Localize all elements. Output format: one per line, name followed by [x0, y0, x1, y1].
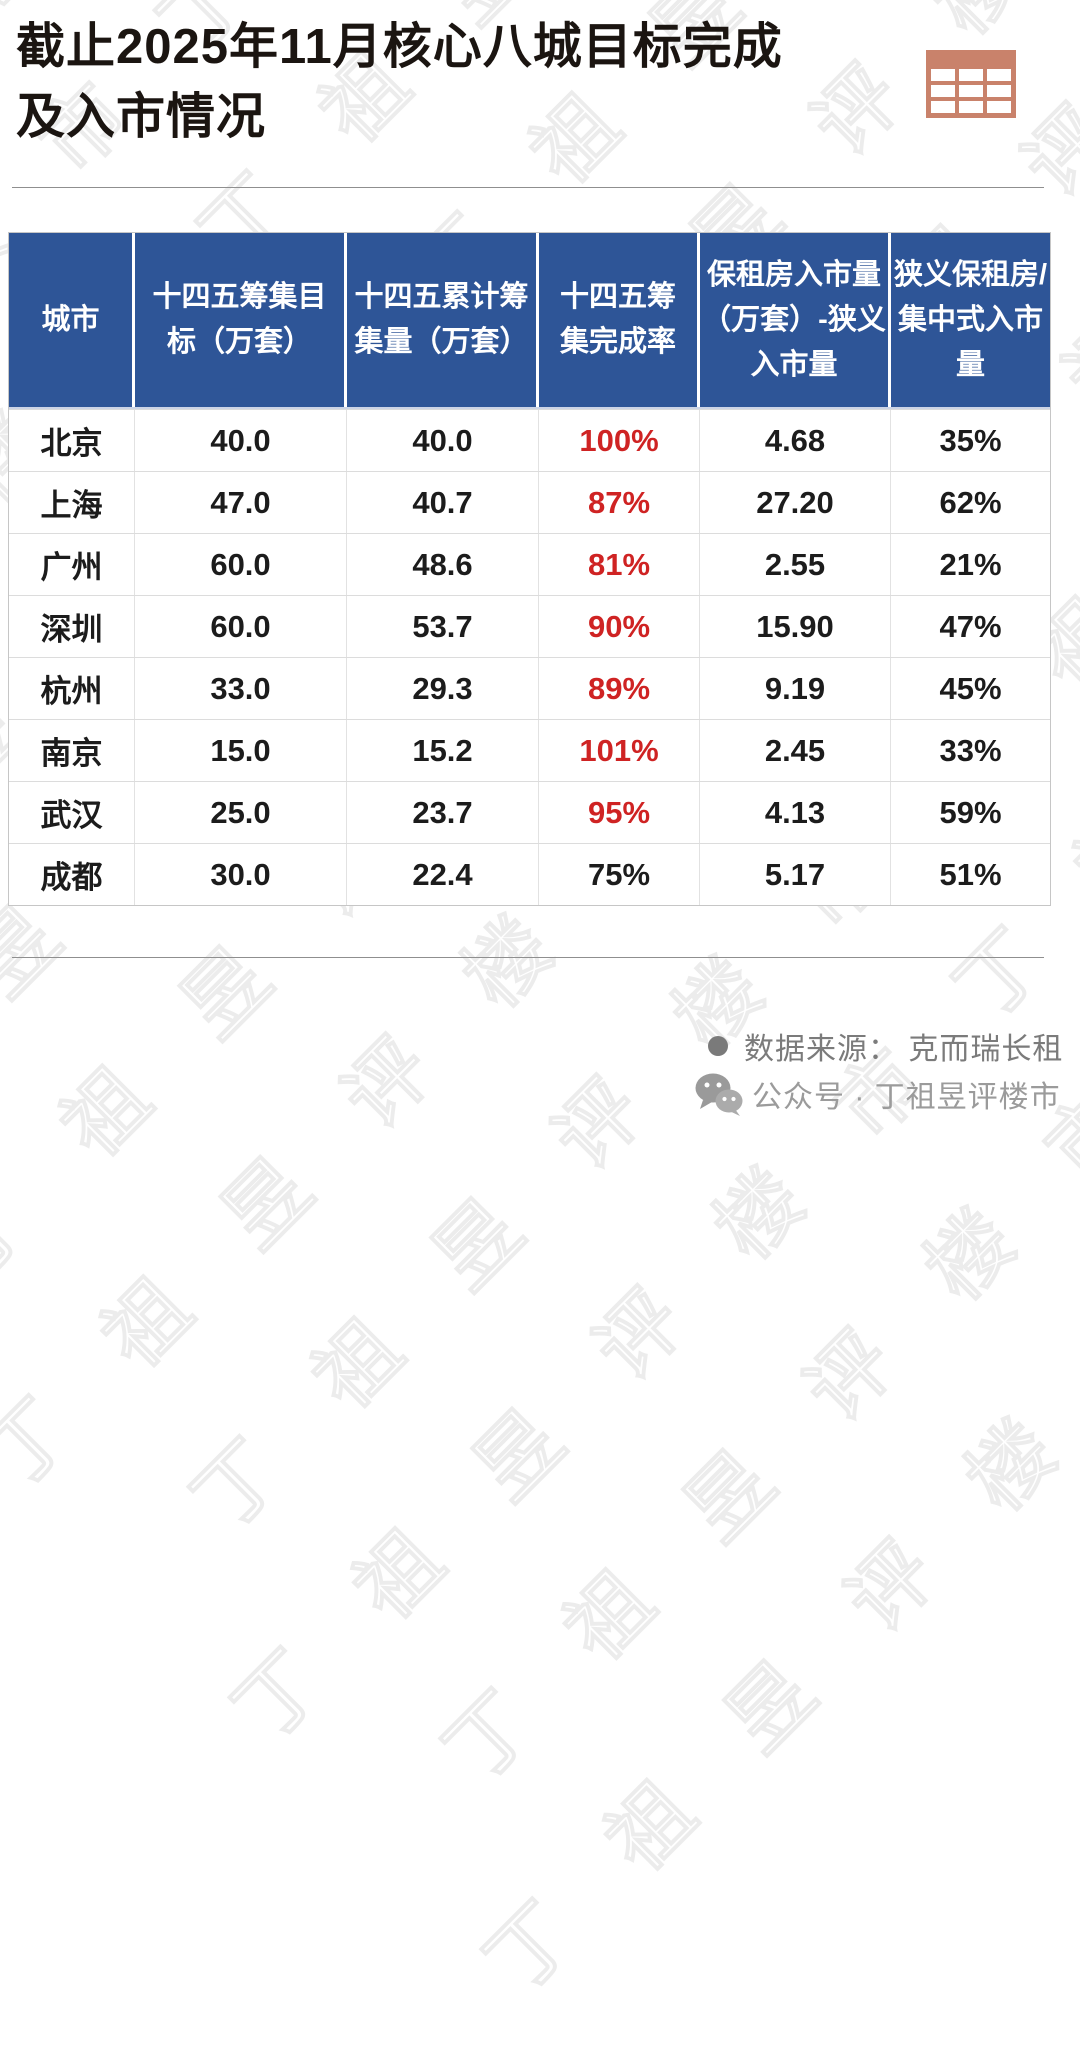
cell-city: 武汉	[9, 782, 135, 843]
cell-city: 上海	[9, 472, 135, 533]
cell-target: 30.0	[135, 844, 347, 905]
cell-entry: 2.45	[700, 720, 891, 781]
col-header-target: 十四五筹集目标（万套）	[135, 233, 347, 407]
cell-rate: 101%	[539, 720, 700, 781]
cell-raised: 29.3	[347, 658, 539, 719]
table-row: 武汉 25.0 23.7 95% 4.13 59%	[9, 781, 1050, 843]
cell-target: 33.0	[135, 658, 347, 719]
cell-raised: 22.4	[347, 844, 539, 905]
cell-target: 25.0	[135, 782, 347, 843]
cell-rate: 95%	[539, 782, 700, 843]
cell-city: 杭州	[9, 658, 135, 719]
footer-account-row: 公众号 · 丁祖昱评楼市	[694, 1072, 1063, 1116]
cell-ratio: 59%	[939, 794, 1002, 830]
cell-entry: 5.17	[700, 844, 891, 905]
cell-raised: 15.2	[347, 720, 539, 781]
cell-ratio: 62%	[939, 484, 1002, 520]
page-title-line2: 及入市情况	[16, 90, 267, 144]
dot-icon	[708, 1036, 728, 1056]
cell-rate: 100%	[539, 410, 700, 471]
table-row: 上海 47.0 40.7 87% 27.20 62%	[9, 471, 1050, 533]
cell-entry: 2.55	[700, 534, 891, 595]
table-row: 南京 15.0 15.2 101% 2.45 33%	[9, 719, 1050, 781]
cell-rate: 87%	[539, 472, 700, 533]
cell-raised: 23.7	[347, 782, 539, 843]
cell-raised: 40.7	[347, 472, 539, 533]
cell-ratio: 33%	[939, 732, 1002, 768]
cell-entry: 9.19	[700, 658, 891, 719]
cell-ratio: 51%	[939, 856, 1002, 892]
col-header-rate: 十四五筹集完成率	[539, 233, 700, 407]
cell-rate: 90%	[539, 596, 700, 657]
cell-entry: 4.13	[700, 782, 891, 843]
page-title-line1: 截止2025年11月核心八城目标完成	[16, 20, 783, 74]
page-title: 截止2025年11月核心八城目标完成 及入市情况	[16, 12, 921, 152]
cell-entry: 15.90	[700, 596, 891, 657]
cell-city: 成都	[9, 844, 135, 905]
wechat-icon	[695, 1073, 743, 1116]
cell-entry: 27.20	[700, 472, 891, 533]
cell-ratio: 35%	[939, 422, 1002, 458]
col-header-city: 城市	[9, 233, 135, 407]
cell-rate: 89%	[539, 658, 700, 719]
cell-city: 南京	[9, 720, 135, 781]
cell-ratio: 47%	[939, 608, 1002, 644]
cell-ratio: 45%	[939, 670, 1002, 706]
cell-raised: 48.6	[347, 534, 539, 595]
table-row: 深圳 60.0 53.7 90% 15.90 47%	[9, 595, 1050, 657]
cell-raised: 40.0	[347, 410, 539, 471]
col-header-raised: 十四五累计筹集量（万套）	[347, 233, 539, 407]
col-header-entry: 保租房入市量（万套）-狭义入市量	[700, 233, 891, 407]
cell-target: 60.0	[135, 534, 347, 595]
footer-divider	[12, 957, 1044, 958]
cell-target: 15.0	[135, 720, 347, 781]
cell-city: 广州	[9, 534, 135, 595]
cell-target: 60.0	[135, 596, 347, 657]
data-source-text: 数据来源： 克而瑞长租	[744, 1033, 1064, 1066]
table-row: 成都 30.0 22.4 75% 5.17 51%	[9, 843, 1050, 905]
footer-source-row: 数据来源： 克而瑞长租	[694, 1024, 1063, 1068]
cell-ratio: 21%	[939, 546, 1002, 582]
table-row: 北京 40.0 40.0 100% 4.68 35%	[9, 409, 1050, 471]
title-divider	[12, 187, 1044, 188]
table-grid-icon	[926, 50, 1016, 118]
footer: 数据来源： 克而瑞长租 公众号 · 丁祖昱评楼市	[694, 1024, 1063, 1116]
data-table: 城市 十四五筹集目标（万套） 十四五累计筹集量（万套） 十四五筹集完成率 保租房…	[8, 232, 1051, 906]
cell-target: 47.0	[135, 472, 347, 533]
cell-target: 40.0	[135, 410, 347, 471]
cell-city: 深圳	[9, 596, 135, 657]
cell-raised: 53.7	[347, 596, 539, 657]
cell-entry: 4.68	[700, 410, 891, 471]
cell-city: 北京	[9, 410, 135, 471]
table-row: 广州 60.0 48.6 81% 2.55 21%	[9, 533, 1050, 595]
cell-rate: 81%	[539, 534, 700, 595]
table-row: 杭州 33.0 29.3 89% 9.19 45%	[9, 657, 1050, 719]
cell-rate: 75%	[539, 844, 700, 905]
table-header-row: 城市 十四五筹集目标（万套） 十四五累计筹集量（万套） 十四五筹集完成率 保租房…	[9, 233, 1050, 409]
account-name-text: 公众号 · 丁祖昱评楼市	[752, 1081, 1061, 1114]
col-header-ratio: 狭义保租房/集中式入市量	[891, 233, 1050, 407]
